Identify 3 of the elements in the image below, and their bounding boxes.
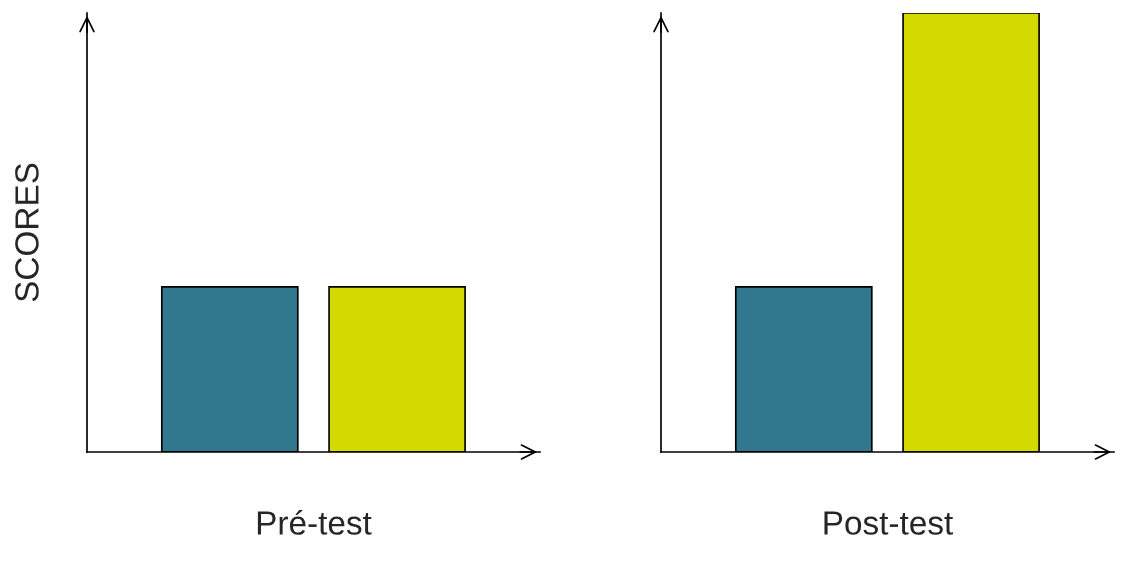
x-tick-label: Post-test: [824, 511, 954, 535]
x-tick-label: Pré-test: [257, 509, 372, 535]
y-axis-title: SCORES: [15, 163, 39, 302]
